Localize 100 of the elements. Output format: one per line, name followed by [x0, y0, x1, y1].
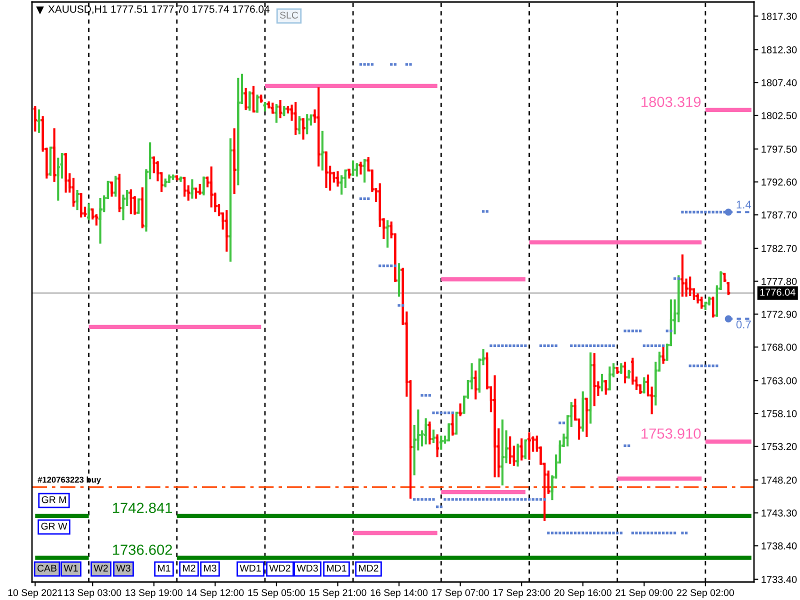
candlestick	[342, 168, 348, 189]
annotation: WD2	[269, 564, 290, 572]
candlestick	[189, 178, 195, 200]
annotation: WD3	[296, 564, 318, 572]
candlestick	[243, 86, 249, 112]
y-tick-label: 1758.10	[762, 410, 797, 418]
x-tick-label: 17 Sep 23:00	[493, 589, 550, 598]
candlestick	[254, 94, 260, 114]
candlestick	[584, 397, 590, 438]
candlestick	[592, 352, 598, 408]
candlestick	[492, 374, 498, 478]
candlestick	[446, 422, 452, 442]
data-label: 1753.910	[642, 428, 701, 439]
candlestick	[55, 156, 61, 202]
x-tick-label: 17 Sep 07:00	[432, 589, 489, 598]
candlestick	[86, 202, 92, 222]
candlestick	[32, 105, 38, 133]
point	[631, 330, 634, 332]
candlestick	[580, 390, 586, 433]
point	[554, 344, 558, 348]
y-tick-label: 1802.50	[762, 112, 797, 120]
y-tick-label: 1748.20	[762, 476, 797, 484]
point	[612, 344, 615, 348]
candlestick	[630, 356, 636, 386]
point	[635, 330, 638, 332]
chart-title: XAUUSD,H1 1777.51 1777.70 1775.74 1776.04	[48, 5, 270, 14]
point	[578, 344, 580, 348]
x-tick-label: 15 Sep 05:00	[248, 589, 306, 598]
candlestick	[606, 365, 612, 392]
candlestick	[228, 137, 234, 263]
point	[646, 344, 650, 348]
point	[600, 344, 604, 348]
point	[444, 498, 446, 501]
point	[478, 498, 481, 501]
data-label: 1736.602	[113, 544, 172, 555]
candlestick	[246, 90, 252, 112]
x-tick-label: 13 Sep 19:00	[126, 589, 182, 598]
point	[684, 532, 688, 534]
annotation: WD1	[240, 564, 261, 572]
point	[658, 344, 661, 348]
y-tick-label: 1738.40	[762, 542, 797, 550]
point	[624, 444, 626, 448]
candlestick	[308, 114, 314, 127]
annotation: M2	[183, 564, 196, 572]
candlestick	[358, 160, 364, 176]
candlestick	[511, 444, 517, 467]
candlestick	[193, 186, 199, 200]
candlestick	[108, 180, 115, 198]
candlestick	[300, 117, 306, 141]
candlestick	[200, 175, 206, 196]
y-tick-label: 1743.30	[762, 509, 797, 517]
point	[501, 498, 504, 501]
point	[670, 330, 672, 332]
point	[692, 364, 696, 368]
candlestick	[438, 434, 444, 451]
point	[420, 498, 424, 501]
candlestick	[270, 102, 276, 114]
annotation: M3	[204, 564, 216, 572]
candlestick	[645, 374, 651, 398]
candlestick	[346, 168, 352, 180]
point	[681, 532, 684, 534]
candlestick	[331, 170, 337, 184]
x-tick-label: 15 Sep 21:00	[310, 589, 366, 598]
x-tick-label: 10 Sep 2021	[8, 589, 62, 598]
candlestick	[599, 372, 605, 392]
annotation: MD2	[359, 564, 378, 572]
candlestick	[98, 196, 104, 245]
candlestick	[36, 108, 42, 134]
candlestick	[320, 130, 326, 172]
candlestick	[522, 438, 528, 460]
candlestick	[423, 417, 429, 446]
x-tick-label: 22 Sep 02:00	[677, 589, 734, 598]
candlestick	[603, 378, 609, 396]
data-label: 1803.319	[642, 96, 701, 108]
candlestick	[691, 288, 697, 302]
x-tick-label: 16 Sep 14:00	[370, 589, 428, 598]
annotation: GR W	[41, 522, 68, 530]
x-tick-label: 14 Sep 12:00	[187, 589, 244, 598]
candlestick	[500, 418, 506, 486]
x-tick-label: 13 Sep 03:00	[64, 589, 122, 598]
candlestick	[281, 105, 287, 118]
candlestick	[472, 369, 478, 400]
candlestick	[362, 158, 368, 184]
candlestick	[235, 76, 241, 186]
point	[386, 264, 389, 268]
candlestick	[197, 182, 203, 196]
ref-line-label: 1776.04	[760, 288, 796, 296]
candlestick	[182, 176, 188, 198]
candlestick	[90, 208, 96, 221]
y-tick-label: 1772.90	[762, 310, 797, 318]
candlestick	[454, 411, 460, 436]
point	[486, 210, 488, 213]
y-tick-label: 1777.80	[762, 278, 797, 285]
point	[363, 63, 366, 66]
x-tick-label: 21 Sep 09:00	[616, 589, 673, 598]
candlestick	[458, 402, 464, 418]
candlestick	[638, 384, 644, 396]
candlestick	[278, 98, 284, 120]
candlestick	[116, 172, 122, 214]
candlestick	[618, 362, 624, 375]
